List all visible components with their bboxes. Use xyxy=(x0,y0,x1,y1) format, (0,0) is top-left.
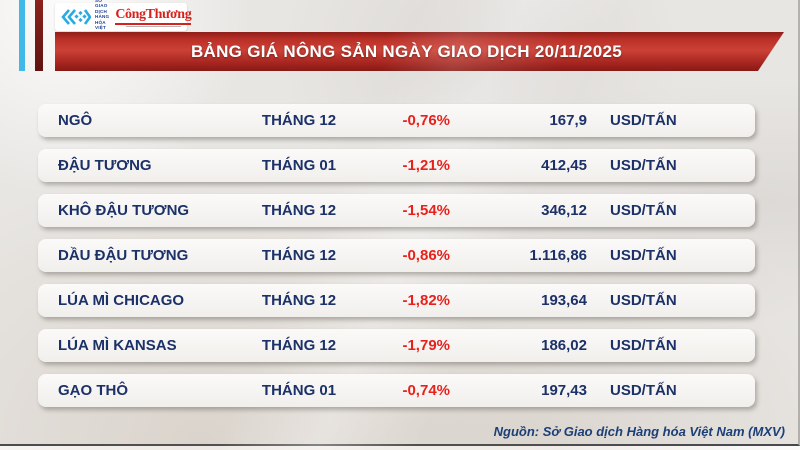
commodity-name: GẠO THÔ xyxy=(58,382,128,399)
price-value: 1.116,86 xyxy=(529,247,587,264)
congthuong-logo-text: CôngThương xyxy=(115,6,192,22)
commodity-name: KHÔ ĐẬU TƯƠNG xyxy=(58,202,190,219)
contract-month: THÁNG 01 xyxy=(261,382,337,399)
source-note: Nguồn: Sở Giao dịch Hàng hóa Việt Nam (M… xyxy=(493,424,785,439)
price-value: 412,45 xyxy=(541,157,587,174)
title-banner: BẢNG GIÁ NÔNG SẢN NGÀY GIAO DỊCH 20/11/2… xyxy=(55,32,784,71)
price-table: NGÔ THÁNG 12 -0,76% 167,9 USD/TẤN ĐẬU TƯ… xyxy=(38,104,755,419)
mxv-logo-text-line1: SỞ GIAO DỊCH xyxy=(95,0,108,14)
mxv-logo-icon xyxy=(61,9,91,25)
commodity-name: DẦU ĐẬU TƯƠNG xyxy=(58,247,189,264)
table-row: GẠO THÔ THÁNG 01 -0,74% 197,43 USD/TẤN xyxy=(38,374,755,407)
price-value: 167,9 xyxy=(549,112,587,129)
price-unit: USD/TẤN xyxy=(610,202,677,219)
change-percent: -1,54% xyxy=(402,202,450,219)
table-row: LÚA MÌ KANSAS THÁNG 12 -1,79% 186,02 USD… xyxy=(38,329,755,362)
page-title: BẢNG GIÁ NÔNG SẢN NGÀY GIAO DỊCH 20/11/2… xyxy=(190,41,623,61)
logo-box: SỞ GIAO DỊCH HÀNG HÓA VIỆT NAM CôngThươn… xyxy=(55,0,192,36)
change-percent: -1,79% xyxy=(402,337,450,354)
price-value: 193,64 xyxy=(541,292,587,309)
change-percent: -1,21% xyxy=(402,157,450,174)
table-row: ĐẬU TƯƠNG THÁNG 01 -1,21% 412,45 USD/TẤN xyxy=(38,149,755,182)
change-percent: -1,82% xyxy=(402,292,450,309)
price-unit: USD/TẤN xyxy=(610,157,677,174)
contract-month: THÁNG 12 xyxy=(261,202,337,219)
contract-month: THÁNG 12 xyxy=(261,112,337,129)
contract-month: THÁNG 01 xyxy=(261,157,337,174)
left-accent-bar-blue xyxy=(19,0,25,71)
mxv-logo-text: SỞ GIAO DỊCH HÀNG HÓA VIỆT NAM xyxy=(95,0,109,36)
commodity-name: NGÔ xyxy=(58,112,93,129)
table-row: LÚA MÌ CHICAGO THÁNG 12 -1,82% 193,64 US… xyxy=(38,284,755,317)
commodity-name: LÚA MÌ KANSAS xyxy=(58,337,177,354)
left-accent-bar-maroon xyxy=(35,0,43,71)
table-row: KHÔ ĐẬU TƯƠNG THÁNG 12 -1,54% 346,12 USD… xyxy=(38,194,755,227)
price-unit: USD/TẤN xyxy=(610,292,677,309)
mxv-logo-text-line2: HÀNG HÓA xyxy=(95,14,110,25)
change-percent: -0,86% xyxy=(402,247,450,264)
change-percent: -0,74% xyxy=(402,382,450,399)
price-value: 346,12 xyxy=(541,202,587,219)
price-unit: USD/TẤN xyxy=(610,247,677,264)
congthuong-logo-subrule xyxy=(125,25,181,27)
contract-month: THÁNG 12 xyxy=(261,292,337,309)
price-value: 197,43 xyxy=(541,382,587,399)
table-row: NGÔ THÁNG 12 -0,76% 167,9 USD/TẤN xyxy=(38,104,755,137)
price-unit: USD/TẤN xyxy=(610,382,677,399)
commodity-name: LÚA MÌ CHICAGO xyxy=(58,292,185,309)
price-unit: USD/TẤN xyxy=(610,112,677,129)
change-percent: -0,76% xyxy=(402,112,450,129)
price-unit: USD/TẤN xyxy=(610,337,677,354)
price-value: 186,02 xyxy=(541,337,587,354)
congthuong-logo-rule xyxy=(115,22,192,25)
table-row: DẦU ĐẬU TƯƠNG THÁNG 12 -0,86% 1.116,86 U… xyxy=(38,239,755,272)
congthuong-logo: CôngThương xyxy=(115,6,192,27)
commodity-name: ĐẬU TƯƠNG xyxy=(58,157,152,174)
contract-month: THÁNG 12 xyxy=(261,337,337,354)
contract-month: THÁNG 12 xyxy=(261,247,337,264)
